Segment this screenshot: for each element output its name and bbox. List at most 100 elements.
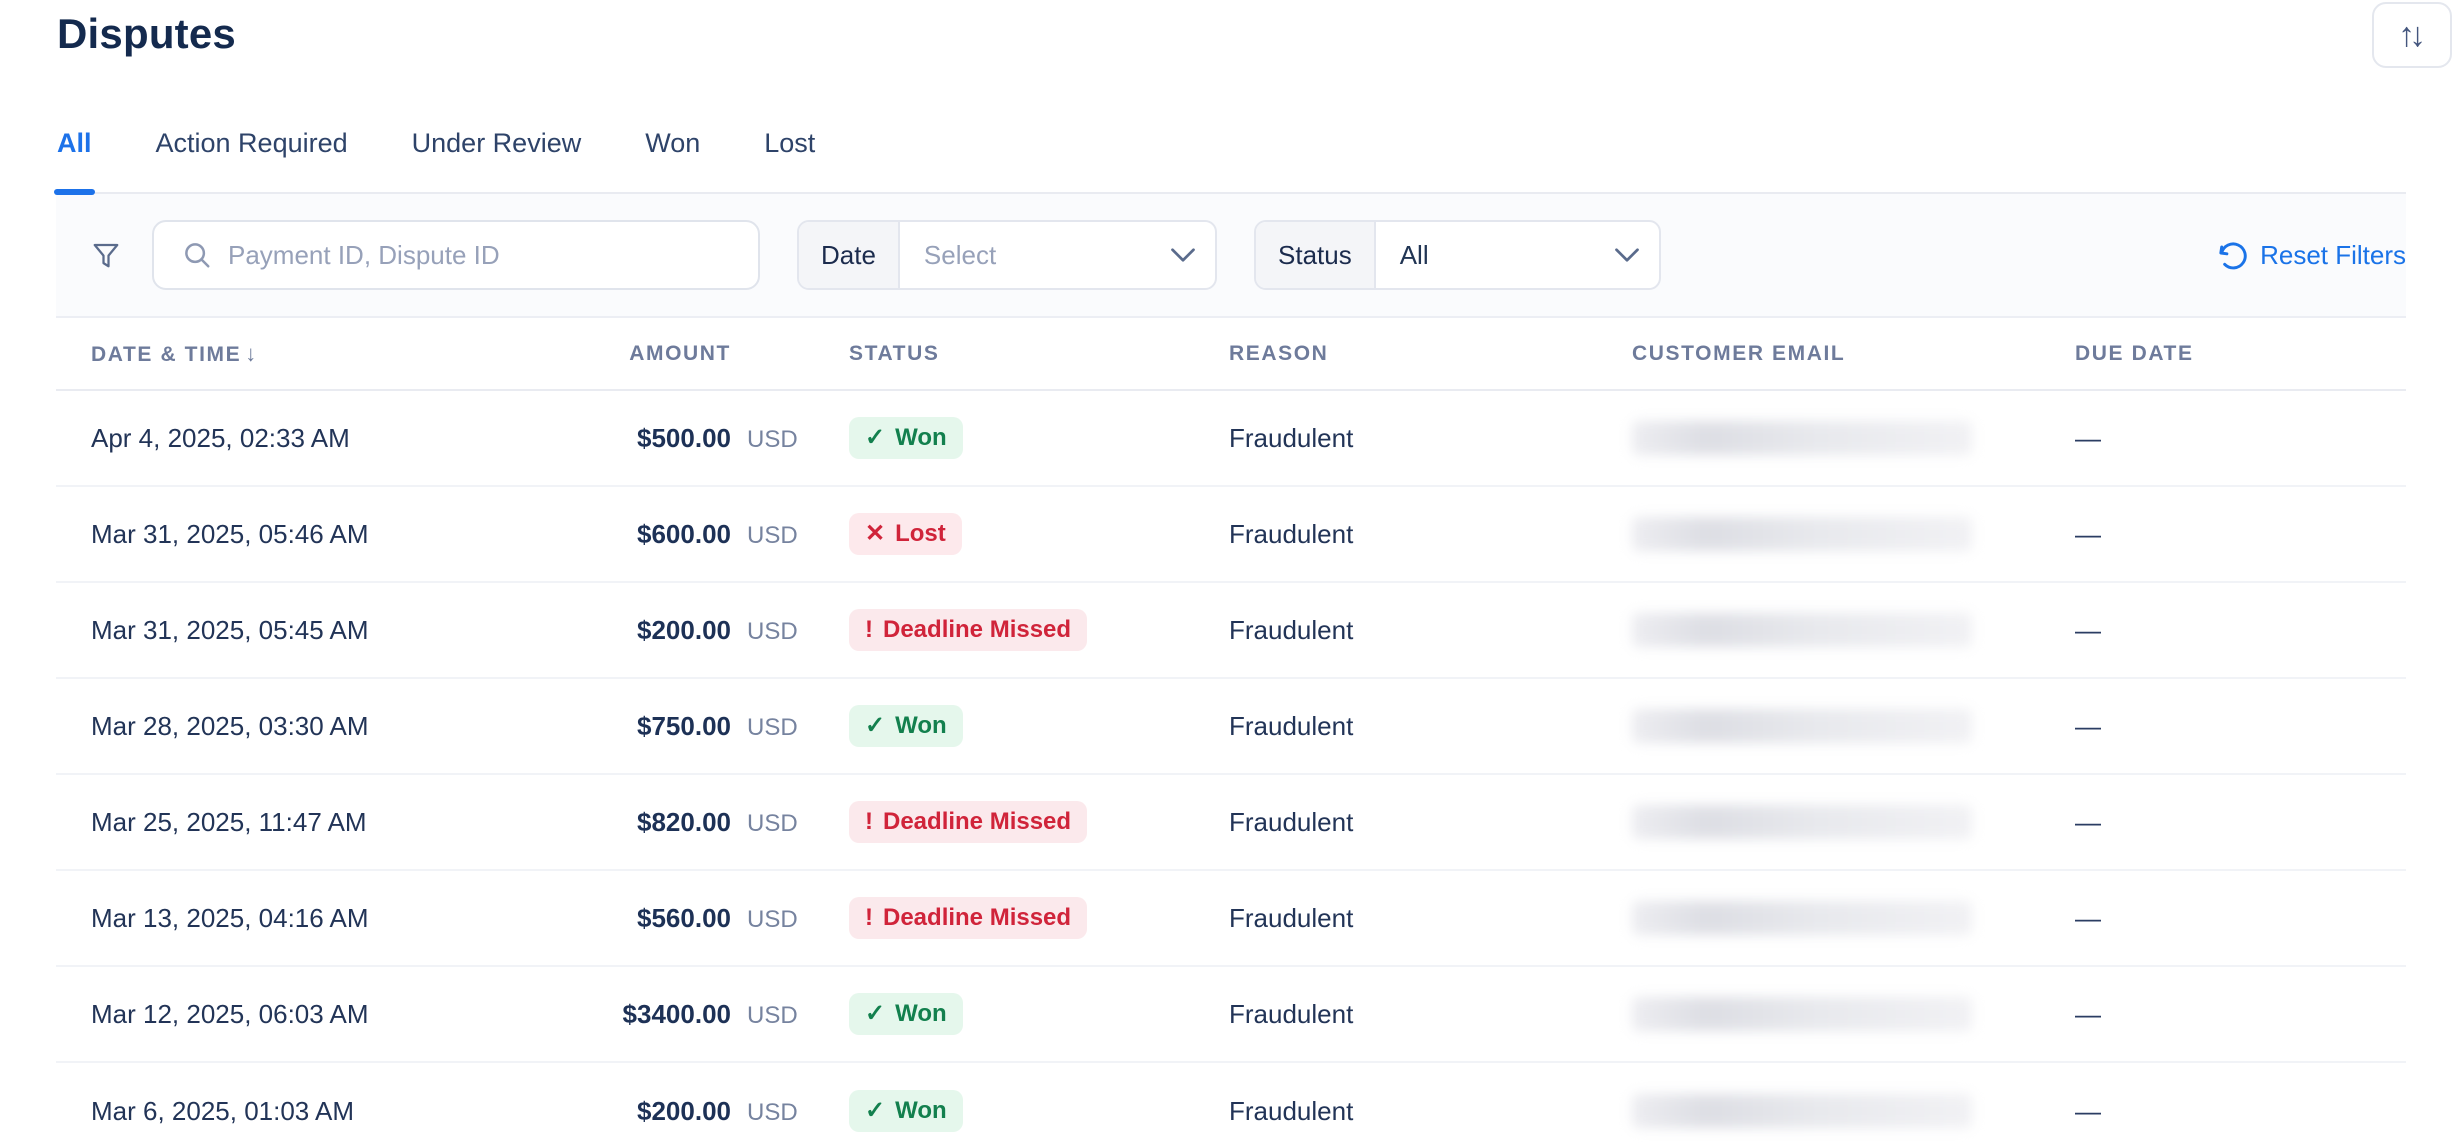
- reset-filters-label: Reset Filters: [2260, 239, 2406, 270]
- status-badge: ! Deadline Missed: [849, 608, 1088, 652]
- status-filter-value: All: [1399, 239, 1429, 270]
- dispute-amount: $600.00 USD: [561, 519, 849, 550]
- dispute-status-cell: ✓ Won: [849, 704, 1229, 748]
- date-filter[interactable]: Date Select: [797, 220, 1217, 290]
- amount-currency: USD: [747, 1001, 798, 1029]
- amount-currency: USD: [747, 809, 798, 837]
- amount-value: $3400.00: [622, 998, 731, 1029]
- status-label: Won: [895, 999, 947, 1027]
- dispute-due-date: —: [2075, 614, 2101, 645]
- status-icon: ✕: [865, 519, 886, 547]
- filter-funnel-icon[interactable]: [91, 239, 121, 271]
- amount-currency: USD: [747, 521, 798, 549]
- amount-currency: USD: [747, 617, 798, 645]
- customer-email-cell: [1632, 997, 2075, 1031]
- table-row[interactable]: Mar 28, 2025, 03:30 AM $750.00 USD ✓ Won…: [56, 679, 2406, 775]
- tab[interactable]: Lost: [764, 128, 816, 158]
- dispute-date: Mar 31, 2025, 05:46 AM: [91, 518, 369, 549]
- dispute-status-cell: ✓ Won: [849, 992, 1229, 1036]
- disputes-card: Date Select Status All Reset Filters: [56, 192, 2406, 1144]
- column-header-reason[interactable]: REASON: [1229, 341, 1329, 365]
- customer-email-cell: [1632, 421, 2075, 455]
- status-badge: ✓ Won: [849, 1089, 963, 1133]
- customer-email-redacted: [1632, 1094, 1972, 1128]
- dispute-status-cell: ✓ Won: [849, 416, 1229, 460]
- dispute-amount: $200.00 USD: [561, 615, 849, 646]
- table-row[interactable]: Apr 4, 2025, 02:33 AM $500.00 USD ✓ Won …: [56, 391, 2406, 487]
- table-row[interactable]: Mar 6, 2025, 01:03 AM $200.00 USD ✓ Won …: [56, 1063, 2406, 1144]
- customer-email-cell: [1632, 805, 2075, 839]
- tab[interactable]: Won: [645, 128, 701, 158]
- customer-email-redacted: [1632, 805, 1972, 839]
- amount-value: $200.00: [637, 1095, 731, 1126]
- status-badge: ✓ Won: [849, 992, 963, 1036]
- table-row[interactable]: Mar 25, 2025, 11:47 AM $820.00 USD ! Dea…: [56, 775, 2406, 871]
- customer-email-cell: [1632, 709, 2075, 743]
- status-icon: !: [865, 903, 873, 931]
- dispute-status-cell: ! Deadline Missed: [849, 896, 1229, 940]
- status-filter-label: Status: [1256, 222, 1376, 288]
- chevron-down-icon: [1615, 248, 1639, 262]
- amount-currency: USD: [747, 713, 798, 741]
- dispute-due-date: —: [2075, 902, 2101, 933]
- column-header-amount[interactable]: AMOUNT: [629, 341, 731, 365]
- dispute-reason: Fraudulent: [1229, 1095, 1354, 1126]
- dispute-date: Mar 31, 2025, 05:45 AM: [91, 614, 369, 645]
- dispute-date: Mar 28, 2025, 03:30 AM: [91, 710, 369, 741]
- customer-email-cell: [1632, 517, 2075, 551]
- search-box: [152, 220, 760, 290]
- search-input[interactable]: [228, 239, 738, 271]
- dispute-reason: Fraudulent: [1229, 902, 1354, 933]
- customer-email-redacted: [1632, 709, 1972, 743]
- dispute-amount: $820.00 USD: [561, 807, 849, 838]
- search-icon: [185, 243, 210, 268]
- status-icon: ✓: [865, 1096, 886, 1124]
- dispute-amount: $560.00 USD: [561, 903, 849, 934]
- dispute-status-cell: ! Deadline Missed: [849, 608, 1229, 652]
- column-header-due-date[interactable]: DUE DATE: [2075, 341, 2194, 365]
- tab[interactable]: Under Review: [411, 128, 582, 158]
- amount-value: $600.00: [637, 518, 731, 549]
- status-badge: ! Deadline Missed: [849, 800, 1088, 844]
- dispute-reason: Fraudulent: [1229, 422, 1354, 453]
- status-label: Deadline Missed: [883, 903, 1072, 931]
- table-row[interactable]: Mar 31, 2025, 05:45 AM $200.00 USD ! Dea…: [56, 583, 2406, 679]
- amount-currency: USD: [747, 905, 798, 933]
- dispute-reason: Fraudulent: [1229, 806, 1354, 837]
- status-label: Won: [895, 711, 947, 739]
- column-header-date[interactable]: DATE & TIME ↓: [91, 340, 257, 366]
- customer-email-redacted: [1632, 517, 1972, 551]
- dispute-date: Mar 13, 2025, 04:16 AM: [91, 902, 369, 933]
- reset-filters-button[interactable]: Reset Filters: [2216, 239, 2406, 271]
- status-label: Deadline Missed: [883, 807, 1072, 835]
- date-filter-label: Date: [799, 222, 900, 288]
- sort-desc-icon: ↓: [245, 340, 257, 366]
- tab[interactable]: Action Required: [155, 128, 348, 158]
- column-header-status[interactable]: STATUS: [849, 341, 940, 365]
- table-row[interactable]: Mar 31, 2025, 05:46 AM $600.00 USD ✕ Los…: [56, 487, 2406, 583]
- status-label: Deadline Missed: [883, 615, 1072, 643]
- dispute-amount: $3400.00 USD: [561, 999, 849, 1030]
- dispute-reason: Fraudulent: [1229, 710, 1354, 741]
- status-badge: ✕ Lost: [849, 512, 962, 556]
- status-filter[interactable]: Status All: [1254, 220, 1661, 290]
- dispute-due-date: —: [2075, 710, 2101, 741]
- column-header-customer-email[interactable]: CUSTOMER EMAIL: [1632, 341, 1846, 365]
- table-row[interactable]: Mar 13, 2025, 04:16 AM $560.00 USD ! Dea…: [56, 871, 2406, 967]
- dispute-due-date: —: [2075, 422, 2101, 453]
- sort-button[interactable]: ↑↓: [2372, 2, 2452, 68]
- amount-value: $200.00: [637, 614, 731, 645]
- dispute-date: Mar 25, 2025, 11:47 AM: [91, 806, 367, 837]
- filter-bar: Date Select Status All Reset Filters: [56, 194, 2406, 318]
- dispute-date: Apr 4, 2025, 02:33 AM: [91, 422, 350, 453]
- customer-email-cell: [1632, 613, 2075, 647]
- table-body: Apr 4, 2025, 02:33 AM $500.00 USD ✓ Won …: [56, 391, 2406, 1144]
- status-icon: ✓: [865, 711, 886, 739]
- tab[interactable]: All: [54, 128, 94, 195]
- table-row[interactable]: Mar 12, 2025, 06:03 AM $3400.00 USD ✓ Wo…: [56, 967, 2406, 1063]
- amount-currency: USD: [747, 1098, 798, 1126]
- dispute-reason: Fraudulent: [1229, 998, 1354, 1029]
- dispute-status-cell: ✕ Lost: [849, 512, 1229, 556]
- page-title: Disputes: [57, 10, 236, 57]
